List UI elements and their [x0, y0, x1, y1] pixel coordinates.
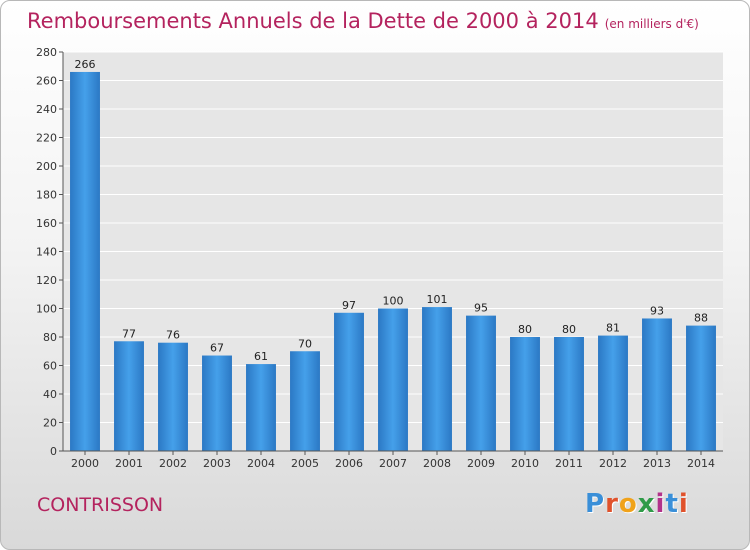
y-tick-label: 120: [36, 274, 57, 287]
logo-letter: i: [678, 489, 689, 519]
bar: [202, 355, 232, 451]
bar-value-label: 70: [298, 337, 312, 350]
bar: [114, 341, 144, 451]
y-tick-label: 40: [43, 388, 57, 401]
bar-value-label: 61: [254, 350, 268, 363]
y-tick-label: 0: [50, 445, 57, 458]
y-tick-label: 80: [43, 331, 57, 344]
x-tick-label: 2004: [247, 457, 275, 470]
bar: [686, 325, 716, 451]
bar: [378, 308, 408, 451]
x-tick-label: 2007: [379, 457, 407, 470]
y-tick-label: 60: [43, 360, 57, 373]
bar-value-label: 266: [75, 58, 96, 71]
y-axis-ticks: 0 20 40 60 80 100 120 140 160 180 200 220 240 260 280: [36, 46, 63, 458]
bar-value-label: 101: [427, 293, 448, 306]
y-tick-label: 220: [36, 132, 57, 145]
x-tick-label: 2006: [335, 457, 363, 470]
x-tick-label: 2014: [687, 457, 715, 470]
logo-letter: P: [585, 489, 606, 519]
y-tick-label: 140: [36, 246, 57, 259]
y-tick-label: 20: [43, 417, 57, 430]
y-tick-label: 160: [36, 217, 57, 230]
bar: [334, 312, 364, 451]
bar: [466, 315, 496, 451]
chart-title-text: Remboursements Annuels de la Dette de 20…: [27, 9, 599, 33]
bar-value-label: 88: [694, 312, 708, 325]
bar-value-label: 93: [650, 304, 664, 317]
bar-value-label: 80: [562, 323, 576, 336]
logo-letter: x: [637, 489, 656, 519]
logo-letter: i: [655, 489, 666, 519]
logo-letter: r: [605, 489, 619, 519]
proxiti-logo: Proxiti: [585, 489, 689, 519]
bar-value-label: 76: [166, 329, 180, 342]
logo-letter: o: [618, 489, 638, 519]
bar-value-label: 77: [122, 327, 136, 340]
x-tick-label: 2002: [159, 457, 187, 470]
y-tick-label: 180: [36, 189, 57, 202]
x-tick-label: 2005: [291, 457, 319, 470]
bar-value-label: 95: [474, 302, 488, 315]
bar: [246, 364, 276, 451]
bar: [598, 335, 628, 451]
y-tick-label: 200: [36, 160, 57, 173]
x-tick-label: 2001: [115, 457, 143, 470]
bar-value-label: 81: [606, 322, 620, 335]
x-tick-label: 2000: [71, 457, 99, 470]
bar: [510, 337, 540, 451]
logo-letter: t: [665, 489, 679, 519]
y-tick-label: 280: [36, 46, 57, 59]
y-tick-label: 240: [36, 103, 57, 116]
bar: [554, 337, 584, 451]
bar-value-label: 80: [518, 323, 532, 336]
x-tick-label: 2010: [511, 457, 539, 470]
bars: 266 77 76 67 61 70 97 100 101 95 80 80 81 93 88: [70, 58, 716, 451]
x-tick-label: 2003: [203, 457, 231, 470]
bar: [642, 318, 672, 451]
x-axis-ticks: 2000 2001 2002 2003 2004 2005 2006 2007 2008 2009…: [71, 451, 715, 470]
place-name: CONTRISSON: [37, 494, 164, 516]
x-tick-label: 2012: [599, 457, 627, 470]
x-tick-label: 2008: [423, 457, 451, 470]
chart-unit: (en milliers d'€): [604, 17, 699, 31]
bar: [158, 342, 188, 451]
chart-title: Remboursements Annuels de la Dette de 20…: [27, 9, 699, 33]
bar-value-label: 97: [342, 299, 356, 312]
bar-value-label: 100: [383, 295, 404, 308]
bar: [70, 71, 100, 451]
x-tick-label: 2011: [555, 457, 583, 470]
bar: [422, 307, 452, 451]
y-tick-label: 260: [36, 75, 57, 88]
bar: [290, 351, 320, 451]
y-tick-label: 100: [36, 303, 57, 316]
bar-value-label: 67: [210, 342, 224, 355]
x-tick-label: 2013: [643, 457, 671, 470]
x-tick-label: 2009: [467, 457, 495, 470]
